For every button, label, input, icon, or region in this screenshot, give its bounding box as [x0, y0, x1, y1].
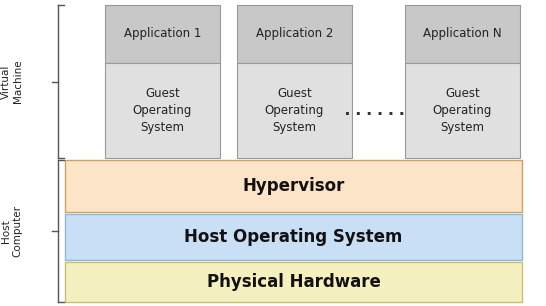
Text: Application 1: Application 1: [124, 28, 201, 40]
Bar: [65, 262, 522, 302]
Bar: [405, 5, 520, 63]
Text: Guest
Operating
System: Guest Operating System: [265, 87, 324, 134]
Text: Virtual
Machine: Virtual Machine: [1, 60, 23, 103]
Text: Physical Hardware: Physical Hardware: [206, 273, 381, 291]
Text: Guest
Operating
System: Guest Operating System: [133, 87, 192, 134]
Text: Guest
Operating
System: Guest Operating System: [433, 87, 492, 134]
Bar: [65, 214, 522, 260]
Bar: [105, 5, 220, 63]
Text: Application N: Application N: [423, 28, 502, 40]
Text: ......: ......: [342, 101, 408, 119]
Bar: [405, 63, 520, 158]
Text: Hypervisor: Hypervisor: [242, 177, 345, 195]
Bar: [65, 160, 522, 212]
Text: Host
Computer: Host Computer: [1, 205, 23, 257]
Bar: [105, 63, 220, 158]
Text: Application 2: Application 2: [256, 28, 333, 40]
Bar: [237, 5, 352, 63]
Bar: [237, 63, 352, 158]
Text: Host Operating System: Host Operating System: [185, 228, 403, 246]
